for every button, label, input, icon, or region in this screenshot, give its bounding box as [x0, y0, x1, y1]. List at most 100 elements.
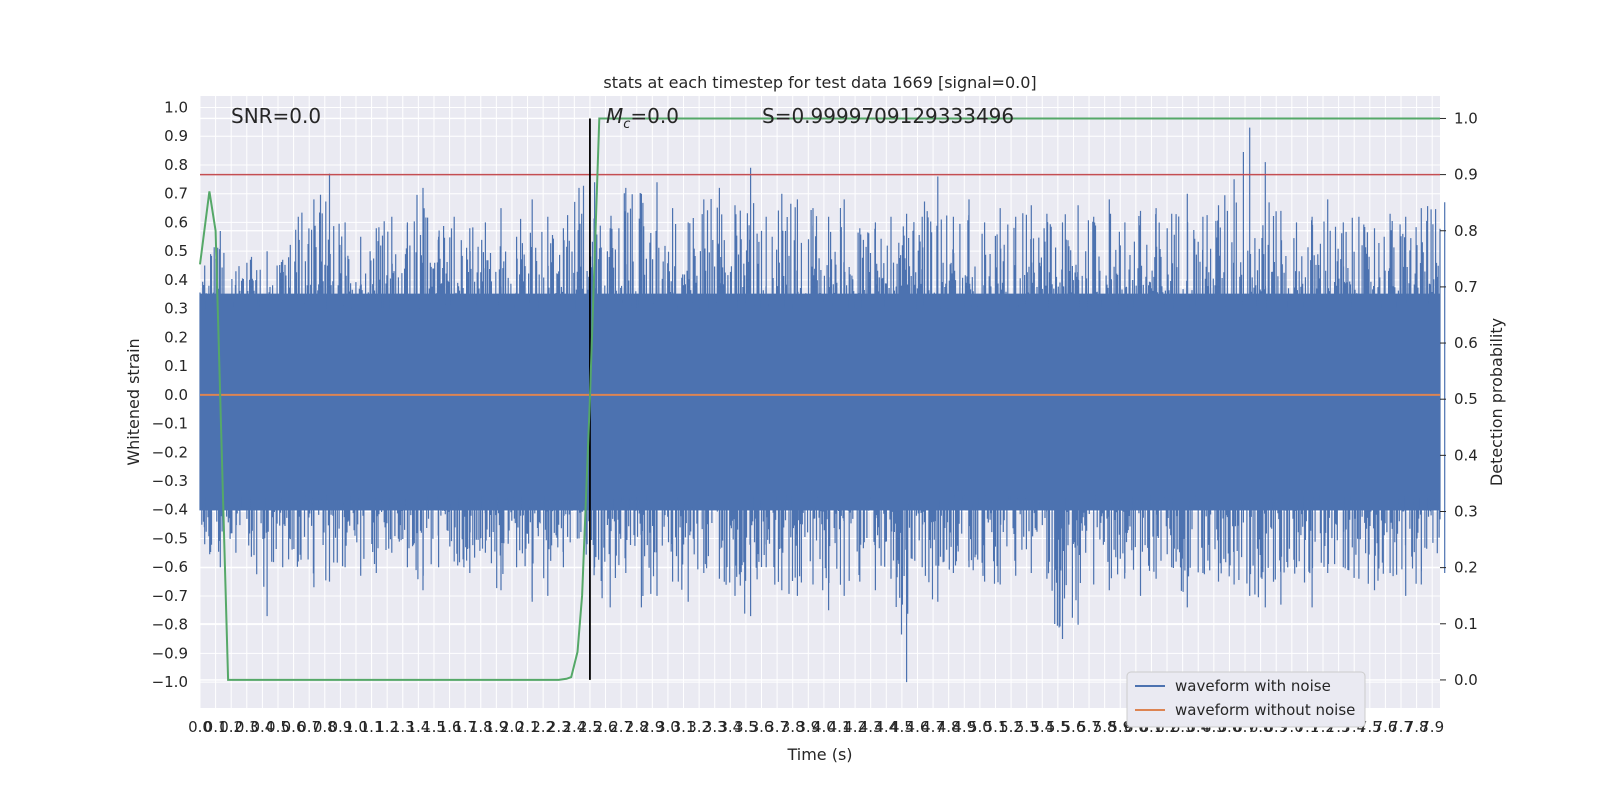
detection-probability-line: [199, 117, 1440, 681]
x-tick-label: 4.0: [812, 718, 836, 736]
x-tick-label: 1.7: [453, 718, 477, 736]
y2-tick-label: 0.8: [1454, 222, 1478, 240]
legend-box: [1126, 671, 1366, 728]
y2-tick-label: 0.0: [1454, 671, 1478, 689]
x-tick-label: 5.7: [1077, 718, 1101, 736]
x-tick-label: 0.3: [235, 718, 259, 736]
y-tick-label: 1.0: [164, 98, 188, 116]
x-tick-label: 4.7: [921, 718, 945, 736]
chirp-mass-symbol: M: [606, 104, 623, 128]
x-tick-label: 0.6: [282, 718, 306, 736]
x-tick-label: 4.3: [859, 718, 883, 736]
x-tick-label: 0.4: [250, 718, 274, 736]
x-tick-label: 7.9: [1420, 718, 1444, 736]
x-tick-label: 0.1: [204, 718, 228, 736]
x-tick-label: 0.8: [313, 718, 337, 736]
x-tick-label: 4.8: [937, 718, 961, 736]
y-axis-ticks: 1.0 0.9 0.8 0.7 0.6 0.5 0.4 0.3 0.2 0.1 0.0 −0.1 −0.…: [152, 98, 188, 691]
y-tick-label: 0.1: [164, 357, 188, 375]
x-tick-label: 3.7: [765, 718, 789, 736]
x-tick-label: 5.8: [1093, 718, 1117, 736]
x-tick-label: 1.2: [375, 718, 399, 736]
x-tick-label: 2.5: [578, 718, 602, 736]
waveform-with-noise-path: [199, 127, 1446, 683]
y-tick-label: −0.8: [152, 616, 188, 634]
y-tick-label: 0.6: [164, 213, 188, 231]
series-lines: [199, 117, 1440, 681]
y2-axis-label: Detection probability: [1487, 318, 1506, 486]
y-tick-label: 0.4: [164, 271, 188, 289]
x-tick-label: 1.1: [360, 718, 384, 736]
x-tick-label: 3.4: [718, 718, 742, 736]
x-tick-label: 5.4: [1030, 718, 1054, 736]
chirp-mass-subscript: c: [623, 117, 630, 132]
legend-entry-clean: waveform without noise: [1175, 701, 1355, 719]
x-tick-label: 5.2: [999, 718, 1023, 736]
y-axis-label: Whitened strain: [124, 338, 143, 465]
score-annotation: S=0.9999709129333496: [762, 104, 1014, 128]
y-tick-label: −1.0: [152, 673, 188, 691]
x-tick-label: 2.3: [547, 718, 571, 736]
y-tick-label: 0.3: [164, 300, 188, 318]
x-tick-label: 0.5: [266, 718, 290, 736]
chirp-mass-value: =0.0: [630, 104, 679, 128]
x-tick-label: 5.9: [1108, 718, 1132, 736]
x-tick-label: 3.6: [750, 718, 774, 736]
x-tick-label: 5.3: [1015, 718, 1039, 736]
y2-tick-label: 0.2: [1454, 559, 1478, 577]
x-tick-label: 2.9: [640, 718, 664, 736]
x-tick-label: 2.6: [594, 718, 618, 736]
snr-annotation: SNR=0.0: [231, 104, 321, 128]
y2-tick-label: 0.5: [1454, 390, 1478, 408]
y-tick-label: −0.2: [152, 443, 188, 461]
x-tick-label: 0.9: [328, 718, 352, 736]
x-tick-label: 3.9: [796, 718, 820, 736]
x-tick-label: 5.5: [1046, 718, 1070, 736]
y-tick-label: 0.9: [164, 127, 188, 145]
x-tick-label: 3.1: [672, 718, 696, 736]
x-tick-label: 5.1: [984, 718, 1008, 736]
x-tick-label: 1.5: [422, 718, 446, 736]
y-tick-label: −0.6: [152, 558, 188, 576]
y2-tick-label: 0.7: [1454, 278, 1478, 296]
x-tick-label: 4.1: [828, 718, 852, 736]
x-tick-label: 2.7: [609, 718, 633, 736]
x-tick-label: 4.5: [890, 718, 914, 736]
y-tick-label: 0.0: [164, 386, 188, 404]
x-tick-label: 2.8: [625, 718, 649, 736]
x-tick-label: 0.2: [219, 718, 243, 736]
x-tick-label: 7.8: [1405, 718, 1429, 736]
x-tick-label: 3.0: [656, 718, 680, 736]
y-tick-label: −0.4: [152, 501, 188, 519]
y2-tick-label: 0.6: [1454, 334, 1478, 352]
x-tick-label: 2.0: [500, 718, 524, 736]
x-axis-label: Time (s): [786, 745, 852, 764]
x-tick-label: 4.6: [906, 718, 930, 736]
x-tick-label: 4.4: [874, 718, 898, 736]
y-tick-label: 0.2: [164, 328, 188, 346]
x-tick-label: 4.2: [843, 718, 867, 736]
x-tick-label: 2.2: [531, 718, 555, 736]
x-tick-label: 3.8: [781, 718, 805, 736]
legend: waveform with noise waveform without noi…: [1126, 671, 1366, 728]
x-tick-label: 3.3: [703, 718, 727, 736]
x-tick-label: 0.7: [297, 718, 321, 736]
x-tick-label: 4.9: [952, 718, 976, 736]
chirp-mass-annotation: Mc=0.0: [606, 104, 679, 132]
y-tick-label: −0.9: [152, 644, 188, 662]
y-tick-label: −0.1: [152, 415, 188, 433]
x-tick-label: 5.6: [1062, 718, 1086, 736]
chart-title: stats at each timestep for test data 166…: [603, 73, 1036, 92]
x-tick-label: 7.6: [1373, 718, 1397, 736]
y2-axis-ticks: 1.0 0.9 0.8 0.7 0.6 0.5 0.4 0.3 0.2 0.1 0.0: [1440, 109, 1478, 689]
x-tick-label: 3.2: [687, 718, 711, 736]
y-tick-label: 0.5: [164, 242, 188, 260]
x-tick-label: 7.7: [1389, 718, 1413, 736]
y2-tick-label: 0.9: [1454, 166, 1478, 184]
y-tick-label: −0.5: [152, 529, 188, 547]
y-tick-label: −0.3: [152, 472, 188, 490]
y2-tick-label: 0.1: [1454, 615, 1478, 633]
x-tick-label: 1.9: [484, 718, 508, 736]
x-tick-label: 2.4: [562, 718, 586, 736]
